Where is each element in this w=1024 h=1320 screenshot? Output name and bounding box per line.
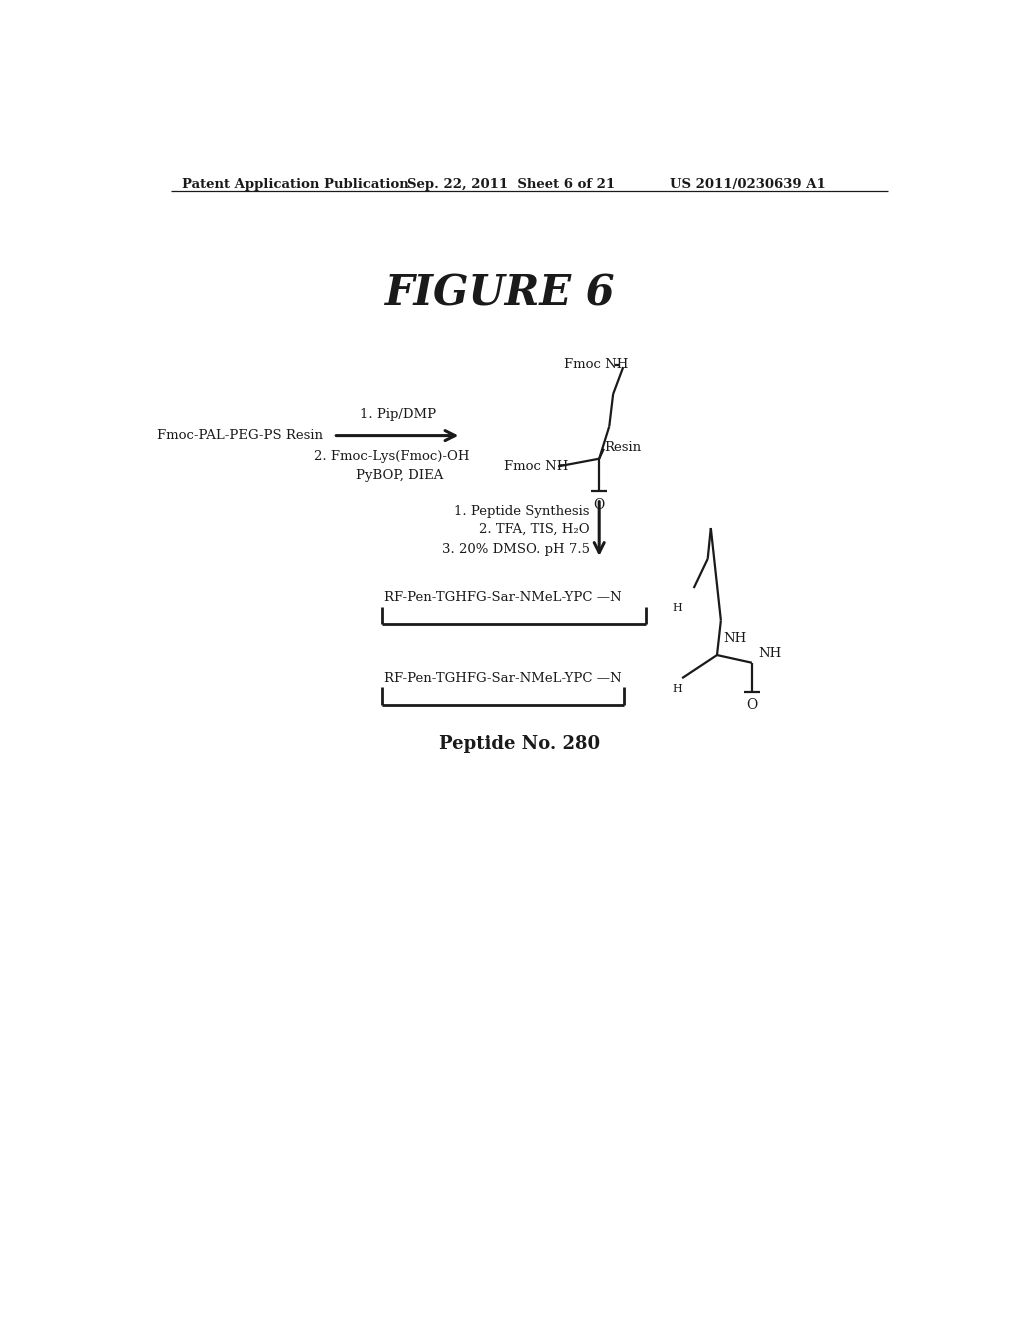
Text: Sep. 22, 2011  Sheet 6 of 21: Sep. 22, 2011 Sheet 6 of 21 — [407, 178, 615, 190]
Text: H: H — [672, 603, 682, 612]
Text: 1. Pip/DMP: 1. Pip/DMP — [359, 408, 436, 421]
Text: H: H — [672, 684, 682, 694]
Text: 2. TFA, TIS, H₂O: 2. TFA, TIS, H₂O — [479, 523, 590, 536]
Text: Patent Application Publication: Patent Application Publication — [182, 178, 409, 190]
Text: O: O — [594, 498, 605, 512]
Text: 2. Fmoc-Lys(Fmoc)-OH: 2. Fmoc-Lys(Fmoc)-OH — [313, 450, 469, 463]
Text: US 2011/0230639 A1: US 2011/0230639 A1 — [671, 178, 826, 190]
Text: FIGURE 6: FIGURE 6 — [385, 272, 615, 314]
Text: O: O — [746, 698, 758, 711]
Text: Fmoc-PAL-PEG-PS Resin: Fmoc-PAL-PEG-PS Resin — [158, 429, 324, 442]
Text: 3. 20% DMSO. pH 7.5: 3. 20% DMSO. pH 7.5 — [442, 543, 590, 556]
Text: Resin: Resin — [604, 441, 641, 454]
Text: RF-Pen-TGHFG-Sar-NMeL-YPC —N: RF-Pen-TGHFG-Sar-NMeL-YPC —N — [384, 591, 622, 603]
Text: PyBOP, DIEA: PyBOP, DIEA — [339, 469, 443, 482]
Text: NH: NH — [723, 631, 746, 644]
Text: Fmoc NH: Fmoc NH — [563, 358, 628, 371]
Text: Peptide No. 280: Peptide No. 280 — [439, 735, 600, 752]
Text: 1. Peptide Synthesis: 1. Peptide Synthesis — [455, 504, 590, 517]
Text: NH: NH — [758, 647, 781, 660]
Text: Fmoc NH: Fmoc NH — [504, 459, 568, 473]
Text: RF-Pen-TGHFG-Sar-NMeL-YPC —N: RF-Pen-TGHFG-Sar-NMeL-YPC —N — [384, 672, 622, 685]
